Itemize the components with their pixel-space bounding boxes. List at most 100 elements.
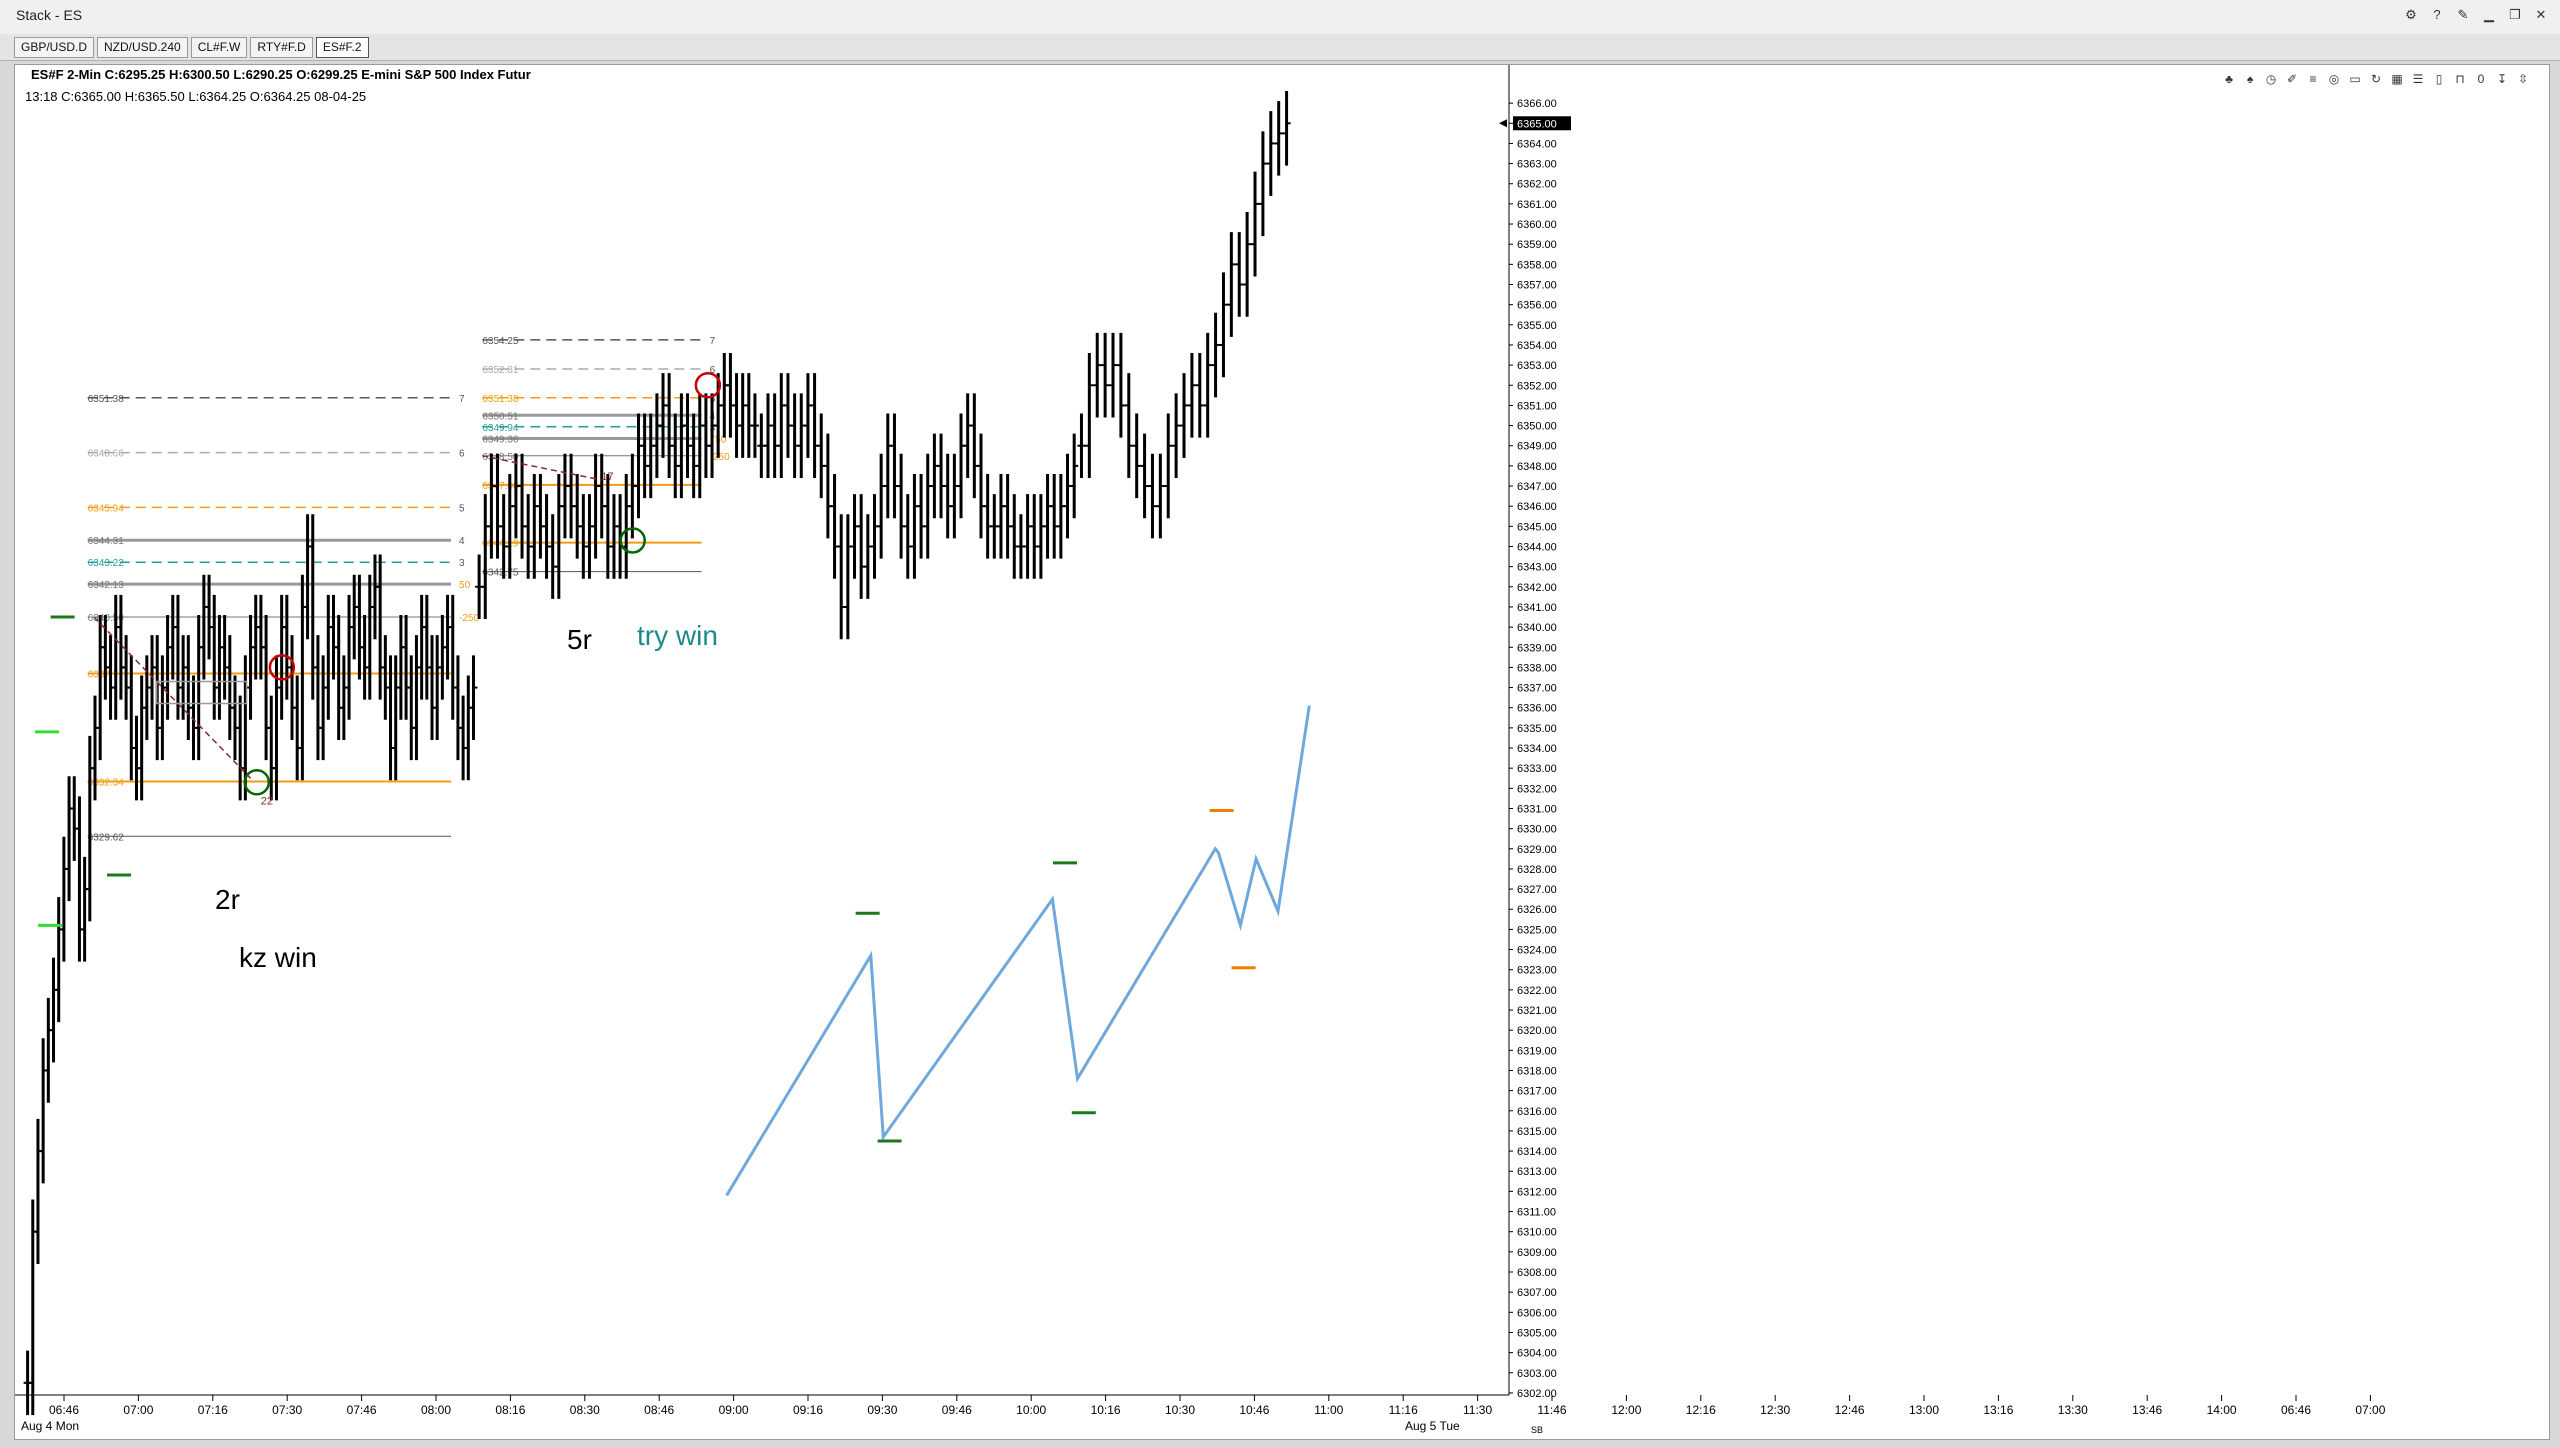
zero-icon[interactable]: 0 bbox=[2477, 72, 2485, 86]
price-tick-label: 6311.00 bbox=[1517, 1207, 1556, 1219]
time-tick-label: 12:46 bbox=[1835, 1403, 1865, 1417]
leaf-icon[interactable]: ♣ bbox=[2225, 72, 2233, 86]
price-tick-label: 6316.00 bbox=[1517, 1106, 1557, 1118]
level-right-label: 6 bbox=[459, 449, 465, 460]
level-price-label: 6332.34 bbox=[88, 777, 125, 788]
price-tick-label: 6338.00 bbox=[1517, 662, 1557, 674]
price-tick-label: 6306.00 bbox=[1517, 1307, 1557, 1319]
zigzag-projection-line bbox=[725, 705, 1311, 1197]
level-price-label: 6342.75 bbox=[482, 568, 519, 579]
restore-icon[interactable]: ❐ bbox=[2509, 7, 2521, 22]
window-controls: ⚙ ? ✎ ▁ ❐ ✕ bbox=[2402, 6, 2550, 24]
list-icon[interactable]: ☰ bbox=[2412, 72, 2424, 86]
price-tick-label: 6337.00 bbox=[1517, 683, 1557, 695]
time-tick-label: 12:00 bbox=[1611, 1403, 1641, 1417]
close-icon[interactable]: ✕ bbox=[2535, 7, 2547, 22]
stop-circle-marker bbox=[268, 654, 296, 681]
corner-label: SB bbox=[1531, 1425, 1543, 1435]
price-tick-label: 6345.00 bbox=[1517, 521, 1557, 533]
price-tick-label: 6331.00 bbox=[1517, 803, 1557, 815]
tab-es-f-2[interactable]: ES#F.2 bbox=[315, 37, 369, 58]
price-tick-label: 6302.00 bbox=[1517, 1388, 1557, 1400]
annotation-text: kz win bbox=[239, 942, 317, 973]
price-tick-label: 6343.00 bbox=[1517, 562, 1557, 574]
time-tick-label: 07:46 bbox=[347, 1403, 377, 1417]
price-tick-label: 6330.00 bbox=[1517, 824, 1557, 836]
level-price-label: 6348.66 bbox=[88, 449, 125, 460]
window-title: Stack - ES bbox=[16, 7, 83, 23]
level-price-label: 6351.38 bbox=[88, 394, 125, 405]
time-tick-label: 13:00 bbox=[1909, 1403, 1939, 1417]
pin-icon[interactable]: ↧ bbox=[2496, 72, 2508, 86]
chart-header-symbol: ES#F 2-Min C:6295.25 H:6300.50 L:6290.25… bbox=[31, 67, 531, 82]
tab-gbp-usd-d[interactable]: GBP/USD.D bbox=[14, 37, 95, 58]
target-icon[interactable]: ◎ bbox=[2328, 72, 2340, 86]
level-price-label: 6342.13 bbox=[88, 580, 125, 591]
tab-nzd-usd-240[interactable]: NZD/USD.240 bbox=[97, 37, 188, 58]
price-tick-label: 6364.00 bbox=[1517, 138, 1557, 150]
price-tick-label: 6305.00 bbox=[1517, 1327, 1557, 1339]
price-chart[interactable]: 6302.00 6303.00 6304.00 6305.00 6306.00 6307.… bbox=[15, 65, 2549, 1439]
price-tick-label: 6328.00 bbox=[1517, 864, 1557, 876]
chart-panel[interactable]: 6302.00 6303.00 6304.00 6305.00 6306.00 6307.… bbox=[14, 64, 2550, 1440]
time-tick-label: 07:30 bbox=[272, 1403, 302, 1417]
rect-icon[interactable]: ▭ bbox=[2349, 72, 2361, 86]
price-tick-label: 6333.00 bbox=[1517, 763, 1557, 775]
level-price-label: 6354.25 bbox=[482, 336, 519, 347]
time-tick-label: 06:46 bbox=[49, 1403, 79, 1417]
annotation-text: 5r bbox=[567, 624, 592, 655]
fib-icon[interactable]: ≡ bbox=[2309, 72, 2317, 86]
price-tick-label: 6325.00 bbox=[1517, 924, 1557, 936]
time-tick-label: 08:30 bbox=[570, 1403, 600, 1417]
level-right-label: 5 bbox=[459, 503, 465, 514]
level-right-label: 3 bbox=[459, 558, 465, 569]
price-tick-label: 6326.00 bbox=[1517, 904, 1557, 916]
time-tick-label: 11:30 bbox=[1463, 1403, 1492, 1417]
tab-cl-f-w[interactable]: CL#F.W bbox=[190, 37, 248, 58]
scroll-icon[interactable]: ⇳ bbox=[2517, 72, 2529, 86]
trash-icon[interactable]: ▯ bbox=[2435, 72, 2443, 86]
level-price-label: 6349.36 bbox=[482, 434, 519, 445]
price-tick-label: 6353.00 bbox=[1517, 360, 1557, 372]
price-tick-label: 6357.00 bbox=[1517, 280, 1557, 292]
price-tick-label: 6332.00 bbox=[1517, 783, 1557, 795]
level-price-label: 6349.94 bbox=[482, 423, 519, 434]
minimize-icon[interactable]: ▁ bbox=[2484, 7, 2494, 22]
price-tick-label: 6347.00 bbox=[1517, 481, 1557, 493]
cycle-icon[interactable]: ↻ bbox=[2370, 72, 2382, 86]
trade-trend-line bbox=[482, 455, 602, 481]
price-tick-label: 6312.00 bbox=[1517, 1186, 1557, 1198]
settings-icon[interactable]: ✎ bbox=[2457, 7, 2469, 22]
tab-rty-f-d[interactable]: RTY#F.D bbox=[250, 37, 313, 58]
level-right-label: 7 bbox=[710, 336, 716, 347]
config-icon[interactable]: ⚙ bbox=[2405, 7, 2417, 22]
time-tick-label: 13:30 bbox=[2058, 1403, 2088, 1417]
level-price-label: 6351.38 bbox=[482, 394, 519, 405]
help-icon[interactable]: ? bbox=[2433, 7, 2441, 22]
pencil-icon[interactable]: ✐ bbox=[2286, 72, 2298, 86]
tab-list: GBP/USD.D NZD/USD.240 CL#F.W RTY#F.D ES#F.2 bbox=[14, 37, 369, 58]
price-tick-label: 6317.00 bbox=[1517, 1086, 1557, 1098]
price-tick-label: 6308.00 bbox=[1517, 1267, 1557, 1279]
level-price-label: 6343.22 bbox=[88, 558, 125, 569]
current-price-label: 6365.00 bbox=[1517, 118, 1557, 130]
current-price-arrow bbox=[1499, 119, 1507, 128]
time-tick-label: 09:46 bbox=[942, 1403, 972, 1417]
time-tick-label: 07:00 bbox=[123, 1403, 153, 1417]
current-price-box bbox=[1513, 116, 1571, 131]
price-tick-label: 6351.00 bbox=[1517, 400, 1557, 412]
window-titlebar: Stack - ES ⚙ ? ✎ ▁ ❐ ✕ bbox=[0, 0, 2560, 35]
trade-marker-label: 17 bbox=[601, 471, 613, 483]
lock-icon[interactable]: ⊓ bbox=[2455, 72, 2465, 86]
price-tick-label: 6359.00 bbox=[1517, 239, 1557, 251]
grid-icon[interactable]: ▦ bbox=[2391, 72, 2403, 86]
time-tick-label: 11:46 bbox=[1537, 1403, 1566, 1417]
price-tick-label: 6310.00 bbox=[1517, 1227, 1557, 1239]
leaf-icon[interactable]: ♠ bbox=[2246, 72, 2254, 86]
level-price-label: 6329.62 bbox=[88, 832, 125, 843]
time-tick-label: 10:00 bbox=[1016, 1403, 1046, 1417]
price-tick-label: 6362.00 bbox=[1517, 179, 1557, 191]
clock-icon[interactable]: ◷ bbox=[2265, 72, 2277, 86]
price-tick-label: 6329.00 bbox=[1517, 844, 1557, 856]
price-tick-label: 6313.00 bbox=[1517, 1166, 1557, 1178]
